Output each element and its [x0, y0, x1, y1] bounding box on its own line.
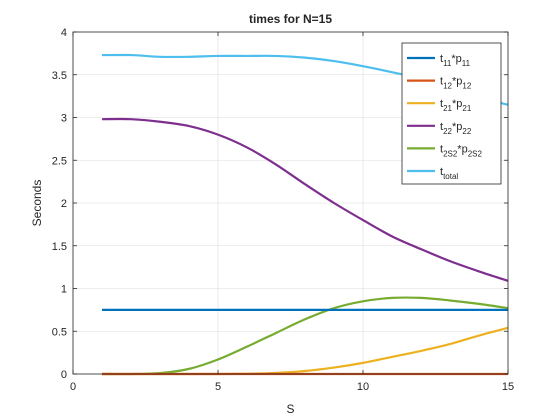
legend-text-part: t [440, 166, 443, 178]
chart-title: times for N=15 [249, 12, 332, 26]
legend-text-part: t [440, 76, 443, 88]
legend-text-part: 21 [462, 104, 471, 113]
legend-text-part: 22 [462, 127, 471, 136]
y-axis-label: Seconds [30, 180, 44, 227]
legend-text-part: total [443, 172, 458, 181]
legend-text-part: 12 [462, 82, 471, 91]
x-tick-label: 0 [70, 381, 76, 393]
axis-ticks: 0 5 10 15 0 0.5 1 1.5 2 2.5 3 3.5 4 [52, 27, 514, 393]
legend-text-part: 11 [443, 59, 452, 68]
legend-text-part: *p [451, 53, 461, 65]
x-axis-label: S [286, 402, 294, 416]
legend-entry-t21p21: t21*p21 [440, 98, 472, 113]
legend-text-part: 22 [443, 127, 452, 136]
y-tick-label: 2.5 [52, 155, 67, 167]
legend-text-part: t [440, 121, 443, 133]
legend: t11*p11t12*p12t21*p21t22*p22t2S2*p2S2tto… [401, 42, 502, 185]
y-tick-label: 0 [61, 369, 67, 381]
legend-text-part: t [440, 98, 443, 110]
legend-text-part: t [440, 53, 443, 65]
legend-text-part: *p [452, 121, 462, 133]
y-tick-label: 0.5 [52, 326, 67, 338]
legend-text-part: 12 [443, 82, 452, 91]
x-tick-label: 15 [502, 381, 514, 393]
legend-text-part: *p [457, 143, 467, 155]
legend-box [401, 42, 502, 185]
legend-text-part: 21 [443, 104, 452, 113]
y-tick-label: 4 [61, 27, 67, 39]
legend-text-part: 2S2 [443, 149, 458, 158]
legend-entry-t22p22: t22*p22 [440, 121, 472, 136]
x-tick-label: 5 [215, 381, 221, 393]
y-tick-label: 3 [61, 113, 67, 125]
series-line-t2s2p2s2 [101, 296, 509, 376]
legend-text-part: *p [452, 76, 462, 88]
legend-entry-t12p12: t12*p12 [440, 76, 472, 91]
y-tick-label: 3.5 [52, 70, 67, 82]
x-tick-label: 10 [357, 381, 369, 393]
legend-text-part: 2S2 [468, 149, 483, 158]
legend-entry-ttotal: ttotal [440, 166, 458, 181]
legend-text-part: t [440, 143, 443, 155]
legend-text-part: *p [452, 98, 462, 110]
legend-text-part: 11 [462, 59, 471, 68]
series-line-t22p22 [101, 117, 509, 282]
legend-entry-t2s2p2s2: t2S2*p2S2 [440, 143, 482, 158]
y-tick-label: 1.5 [52, 241, 67, 253]
y-tick-label: 2 [61, 198, 67, 210]
y-tick-label: 1 [61, 284, 67, 296]
legend-entry-t11p11: t11*p11 [440, 53, 471, 68]
